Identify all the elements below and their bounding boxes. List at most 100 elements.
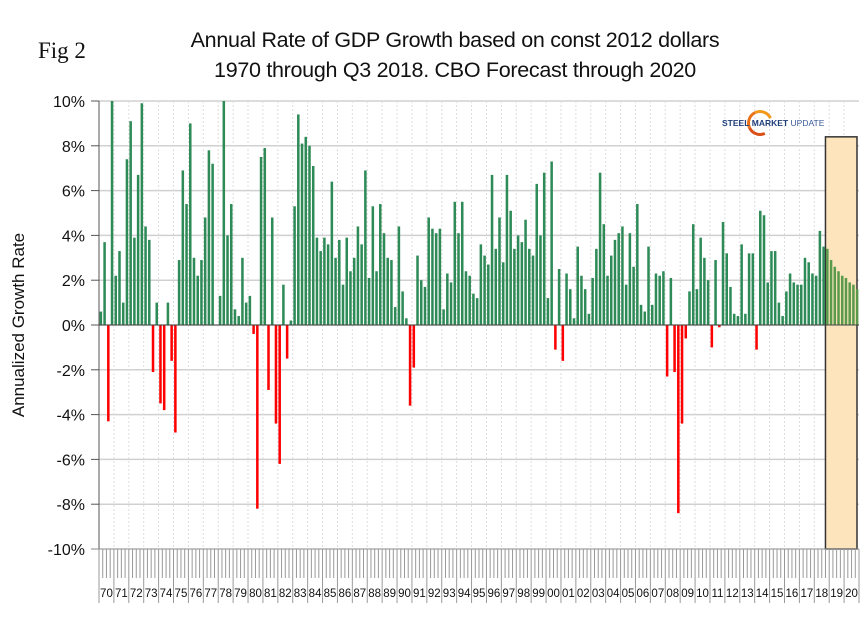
y-tick-label: 10% bbox=[53, 94, 85, 111]
x-tick-label: 93 bbox=[443, 588, 456, 600]
bar bbox=[323, 237, 326, 325]
x-tick-label: 95 bbox=[473, 588, 486, 600]
x-tick-label: 78 bbox=[219, 588, 232, 600]
bar bbox=[699, 237, 702, 325]
bar bbox=[583, 289, 587, 325]
bar bbox=[185, 204, 188, 325]
bar bbox=[703, 257, 706, 325]
bar bbox=[751, 253, 755, 325]
bar bbox=[304, 136, 308, 325]
bar bbox=[673, 325, 676, 373]
bar bbox=[345, 237, 349, 325]
x-tick-label: 71 bbox=[115, 588, 128, 600]
bar bbox=[487, 264, 490, 325]
bar bbox=[419, 280, 423, 325]
bar bbox=[639, 304, 643, 325]
bar bbox=[151, 325, 155, 373]
bar bbox=[822, 246, 825, 325]
bar bbox=[252, 325, 255, 334]
bar bbox=[788, 273, 792, 325]
bar bbox=[591, 277, 594, 325]
bar bbox=[207, 150, 211, 325]
bar bbox=[367, 277, 371, 325]
bar bbox=[129, 121, 132, 325]
bar bbox=[449, 282, 453, 325]
bar bbox=[572, 318, 576, 325]
y-tick-label: 4% bbox=[62, 228, 85, 245]
bar bbox=[766, 282, 769, 325]
bar bbox=[263, 148, 267, 325]
bar bbox=[837, 271, 840, 325]
bar bbox=[352, 257, 356, 325]
x-tick-label: 09 bbox=[681, 588, 694, 600]
bar bbox=[379, 204, 382, 325]
bar bbox=[744, 313, 747, 325]
bar bbox=[349, 271, 352, 325]
bar bbox=[829, 260, 833, 325]
x-tick-label: 97 bbox=[502, 588, 515, 600]
bar bbox=[609, 255, 613, 325]
bar bbox=[267, 325, 270, 390]
x-tick-labels: 70 71 72 73 74 75 76 77 78 79 80 81 82 83 84 85 86 87 88 89… bbox=[100, 588, 858, 600]
chart-title: Annual Rate of GDP Growth based on const… bbox=[190, 28, 720, 52]
bar bbox=[557, 269, 561, 325]
x-tick-label: 86 bbox=[338, 588, 351, 600]
bar bbox=[397, 226, 401, 325]
bar bbox=[773, 251, 777, 325]
bar bbox=[718, 325, 721, 328]
bar bbox=[595, 248, 598, 325]
bar bbox=[621, 226, 624, 325]
bar bbox=[289, 320, 293, 325]
bar bbox=[334, 257, 337, 325]
bar bbox=[121, 302, 125, 325]
bar bbox=[494, 248, 498, 325]
x-tick-label: 82 bbox=[279, 588, 292, 600]
bar bbox=[360, 244, 363, 325]
x-tick-label: 08 bbox=[666, 588, 679, 600]
bar bbox=[524, 219, 527, 325]
bar bbox=[498, 217, 501, 325]
y-tick-label: -2% bbox=[57, 363, 85, 380]
bar bbox=[662, 271, 665, 325]
bar bbox=[613, 239, 617, 325]
bar bbox=[531, 255, 535, 325]
bar bbox=[762, 215, 766, 325]
bar bbox=[222, 101, 226, 325]
bar bbox=[840, 275, 844, 325]
bar bbox=[569, 289, 572, 325]
y-tick-label: 0% bbox=[62, 318, 85, 335]
x-tick-label: 14 bbox=[756, 588, 769, 600]
x-tick-label: 10 bbox=[696, 588, 709, 600]
bar bbox=[695, 289, 699, 325]
figure-label: Fig 2 bbox=[38, 38, 86, 63]
bar bbox=[140, 103, 144, 326]
y-tick-label: -4% bbox=[57, 408, 85, 425]
bar bbox=[732, 313, 736, 325]
bar bbox=[386, 257, 389, 325]
bar bbox=[818, 230, 822, 325]
bar bbox=[811, 273, 814, 325]
bar bbox=[453, 201, 457, 325]
bar bbox=[341, 284, 345, 325]
bar bbox=[438, 228, 442, 325]
bar bbox=[688, 291, 691, 325]
chart-subtitle: 1970 through Q3 2018. CBO Forecast throu… bbox=[214, 58, 696, 82]
bar bbox=[777, 302, 781, 325]
bar bbox=[680, 325, 684, 424]
x-tick-label: 17 bbox=[800, 588, 813, 600]
bar bbox=[539, 235, 542, 325]
bar bbox=[177, 260, 181, 325]
x-tick-label: 73 bbox=[145, 588, 158, 600]
bar bbox=[759, 210, 762, 325]
bar bbox=[643, 311, 647, 325]
bar bbox=[755, 325, 758, 350]
bar bbox=[725, 253, 729, 325]
x-tick-label: 72 bbox=[130, 588, 143, 600]
bar bbox=[244, 302, 248, 325]
y-axis-label: Annualized Growth Rate bbox=[9, 233, 28, 417]
bar bbox=[598, 172, 602, 325]
x-tick-label: 07 bbox=[651, 588, 664, 600]
bar bbox=[375, 271, 378, 325]
bar bbox=[274, 325, 278, 424]
